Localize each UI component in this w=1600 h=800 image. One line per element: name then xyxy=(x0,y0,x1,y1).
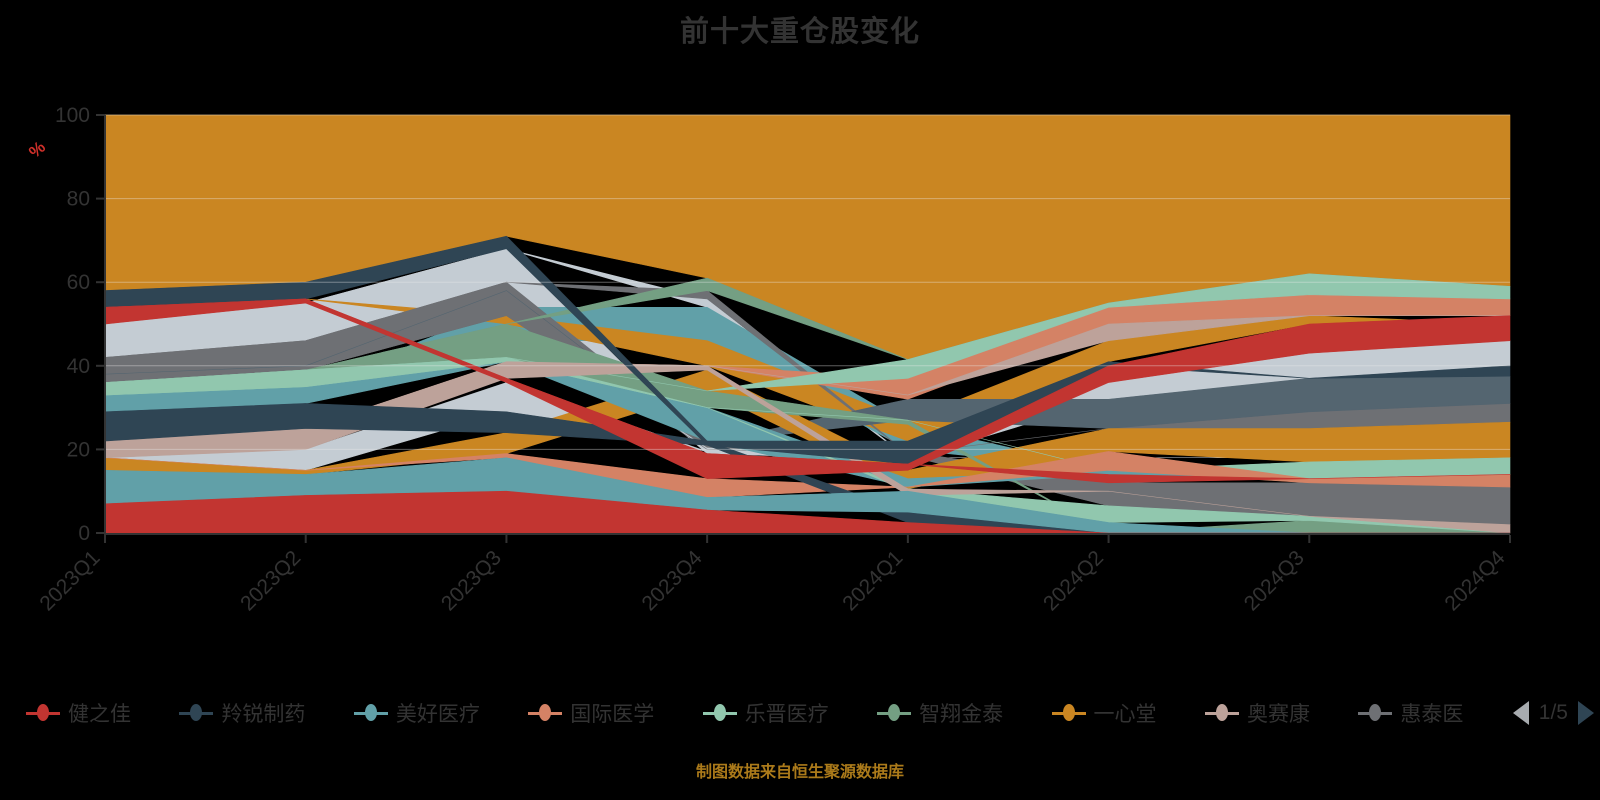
x-tick-label: 2023Q3 xyxy=(437,546,506,615)
legend-pager: 1/5 xyxy=(1512,701,1594,725)
y-tick-label: 0 xyxy=(78,522,90,545)
legend-label: 美好医疗 xyxy=(395,703,480,726)
legend-label: 智翔金泰 xyxy=(919,703,1004,726)
legend-item-3[interactable]: 美好医疗 xyxy=(353,698,480,728)
legend-marker-icon xyxy=(702,702,737,724)
legend-label: 羚锐制药 xyxy=(221,703,306,726)
y-tick-label: 60 xyxy=(67,271,90,294)
legend-next-page-arrow-icon[interactable] xyxy=(1578,701,1594,725)
x-tick-label: 2024Q4 xyxy=(1440,546,1509,615)
y-tick-label: 100 xyxy=(55,104,90,127)
legend-marker-icon xyxy=(353,702,388,724)
legend-prev-page-arrow-icon[interactable] xyxy=(1512,701,1529,725)
legend-label: 国际医学 xyxy=(570,703,655,726)
legend-marker-icon xyxy=(1204,702,1239,724)
x-tick-label: 2024Q2 xyxy=(1039,546,1108,615)
area-band-mint-mid[interactable] xyxy=(104,361,1511,479)
legend-item-8[interactable]: 奥赛康 xyxy=(1204,698,1310,728)
x-tick-label: 2023Q1 xyxy=(35,546,104,615)
legend-marker-icon xyxy=(179,702,214,724)
legend-page-indicator: 1/5 xyxy=(1538,701,1568,724)
legend-marker-icon xyxy=(528,702,563,724)
x-tick-label: 2024Q3 xyxy=(1240,546,1309,615)
y-tick-label: 40 xyxy=(67,355,90,378)
y-tick-label: 80 xyxy=(67,188,90,211)
area-band-red-sliver[interactable] xyxy=(104,298,1511,484)
legend-label: 健之佳 xyxy=(68,703,131,726)
legend-item-9[interactable]: 惠泰医疗 xyxy=(1358,698,1464,728)
legend-item-4[interactable]: 国际医学 xyxy=(528,698,654,728)
legend: 健之佳 羚锐制药 美好医疗 国际医学 乐晋医疗 智翔金泰 一心堂 奥赛康 惠泰医疗 1/5 xyxy=(0,698,1600,728)
legend-label: 一心堂 xyxy=(1093,703,1157,726)
x-tick-label: 2024Q1 xyxy=(838,546,907,615)
legend-label: 奥赛康 xyxy=(1246,703,1310,726)
x-tick-label: 2023Q2 xyxy=(236,546,305,615)
legend-label: 惠泰医疗 xyxy=(1400,703,1464,726)
legend-item-5[interactable]: 乐晋医疗 xyxy=(702,698,829,728)
legend-marker-icon xyxy=(26,702,60,724)
legend-marker-icon xyxy=(1051,702,1086,724)
legend-item-2[interactable]: 羚锐制药 xyxy=(179,698,305,728)
data-source-caption: 制图数据来自恒生聚源数据库 xyxy=(695,764,904,781)
chart-title: 前十大重仓股变化 xyxy=(679,16,920,48)
legend-item-6[interactable]: 智翔金泰 xyxy=(877,698,1003,728)
x-tick-label: 2023Q4 xyxy=(638,546,707,615)
legend-label: 乐晋医疗 xyxy=(744,703,829,726)
legend-item-7[interactable]: 一心堂 xyxy=(1051,698,1157,728)
legend-item-1[interactable]: 健之佳 xyxy=(26,698,131,728)
legend-marker-icon xyxy=(877,702,912,724)
y-tick-label: 20 xyxy=(67,438,90,461)
legend-marker-icon xyxy=(1358,702,1393,724)
